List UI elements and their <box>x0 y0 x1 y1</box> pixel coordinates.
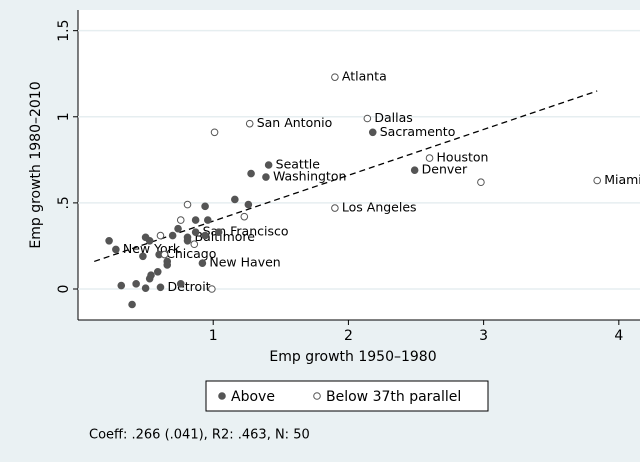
point-label: Houston <box>437 150 489 165</box>
point <box>153 267 162 276</box>
point <box>210 128 219 137</box>
point <box>183 200 192 209</box>
point-label: Chicago <box>166 246 216 261</box>
point <box>190 240 199 249</box>
x-tick-label: 3 <box>479 328 488 344</box>
point <box>163 261 172 269</box>
legend-marker <box>218 392 226 400</box>
legend-label: Below 37th parallel <box>326 389 461 405</box>
point <box>363 114 372 123</box>
point <box>117 281 126 290</box>
point <box>203 216 212 224</box>
point-label: New Haven <box>209 255 280 270</box>
point <box>198 259 207 267</box>
point <box>477 178 485 187</box>
point-label: Washington <box>273 169 346 184</box>
point-label: Sacramento <box>380 124 456 139</box>
point <box>368 128 377 137</box>
point <box>174 224 182 233</box>
point <box>105 236 113 245</box>
point <box>593 176 601 185</box>
legend-marker <box>313 392 321 400</box>
point <box>139 252 147 261</box>
point <box>191 228 200 236</box>
x-tick-label: 1 <box>209 328 218 344</box>
point <box>176 280 185 288</box>
point <box>425 154 434 162</box>
point-label: Miami <box>604 172 640 187</box>
point-label: Dallas <box>374 110 412 125</box>
point <box>160 250 169 259</box>
point <box>156 283 165 292</box>
point-label: San Antonio <box>257 115 333 130</box>
point <box>112 245 120 254</box>
legend-label: Above <box>231 389 275 405</box>
x-tick-label: 4 <box>614 328 623 344</box>
point <box>145 236 154 245</box>
point <box>156 231 165 240</box>
point <box>231 195 239 204</box>
point <box>141 284 150 292</box>
point <box>183 236 192 245</box>
point-label: Denver <box>422 162 468 177</box>
point-label: San Francisco <box>203 224 289 239</box>
point <box>240 212 249 221</box>
point <box>201 231 209 240</box>
point-label: Detroit <box>167 279 210 294</box>
point-label: Atlanta <box>342 69 387 84</box>
point <box>191 216 200 224</box>
point <box>331 204 339 212</box>
y-tick-label: 1.5 <box>56 20 72 42</box>
plot-area <box>78 10 640 320</box>
point <box>147 271 155 280</box>
point <box>247 169 255 178</box>
point <box>264 161 273 169</box>
x-tick-label: 2 <box>344 328 353 344</box>
point-label: Los Angeles <box>342 200 417 215</box>
point <box>331 73 339 81</box>
point <box>244 200 253 209</box>
legend-box <box>205 380 489 412</box>
fit-line <box>94 90 598 263</box>
point <box>201 202 209 211</box>
point <box>176 216 185 224</box>
y-axis-label: Emp growth 1980–2010 <box>28 81 44 248</box>
note: Coeff: .266 (.041), R2: .463, N: 50 <box>89 428 310 443</box>
point <box>214 228 223 236</box>
point <box>168 231 177 240</box>
y-tick-label: 1 <box>56 112 72 121</box>
point <box>208 285 216 293</box>
point <box>262 173 270 181</box>
point-label: Seattle <box>276 157 321 172</box>
y-tick-label: .5 <box>56 196 72 209</box>
point <box>410 166 419 174</box>
y-tick-label: 0 <box>56 285 72 294</box>
x-axis-label: Emp growth 1950–1980 <box>269 349 436 365</box>
point <box>245 119 254 128</box>
point <box>128 300 136 309</box>
point-label: Baltimore <box>195 229 256 244</box>
point <box>132 280 140 288</box>
